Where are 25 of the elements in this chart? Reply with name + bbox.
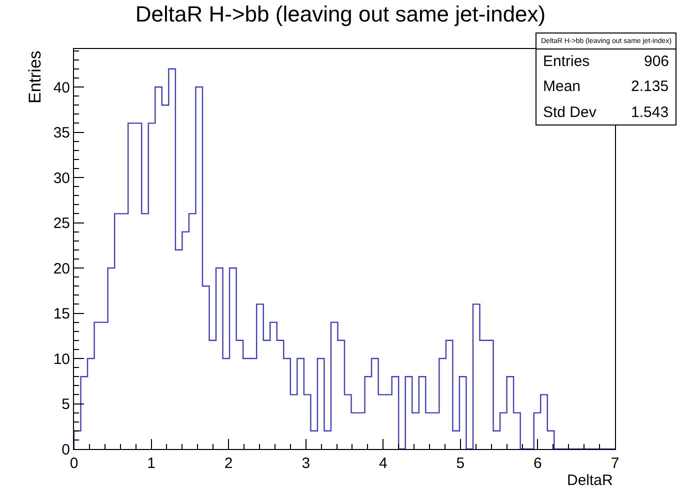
y-tick-label: 10 — [53, 350, 70, 368]
x-tick-label: 1 — [147, 455, 156, 472]
x-tick-label: 2 — [224, 455, 233, 472]
x-tick-label: 7 — [610, 455, 620, 472]
y-tick-label: 20 — [53, 260, 70, 278]
text: 906 — [644, 53, 670, 70]
y-axis-title: Entries — [26, 50, 44, 104]
y-tick-label: 35 — [53, 124, 70, 142]
x-tick-label: 5 — [456, 455, 465, 472]
x-axis-title: DeltaR — [567, 472, 614, 488]
y-tick-label: 5 — [62, 396, 70, 413]
annotation: Mean — [543, 78, 581, 95]
annotation: Std Dev — [543, 104, 597, 121]
x-tick-label: 3 — [302, 455, 310, 472]
y-tick-label: 30 — [53, 170, 70, 187]
y-tick-label: 15 — [53, 306, 70, 322]
annotation: Entries — [543, 53, 590, 70]
chart-title: DeltaR H->bb (leaving out same jet-index) — [135, 1, 546, 26]
text: 2.135 — [631, 78, 669, 95]
text: 1.543 — [631, 104, 669, 121]
y-tick-label: 0 — [62, 441, 70, 458]
y-tick-label: 25 — [53, 215, 70, 232]
x-tick-label: 6 — [534, 455, 542, 472]
y-tick-label: 40 — [53, 79, 70, 96]
x-tick-label: 4 — [378, 455, 388, 472]
